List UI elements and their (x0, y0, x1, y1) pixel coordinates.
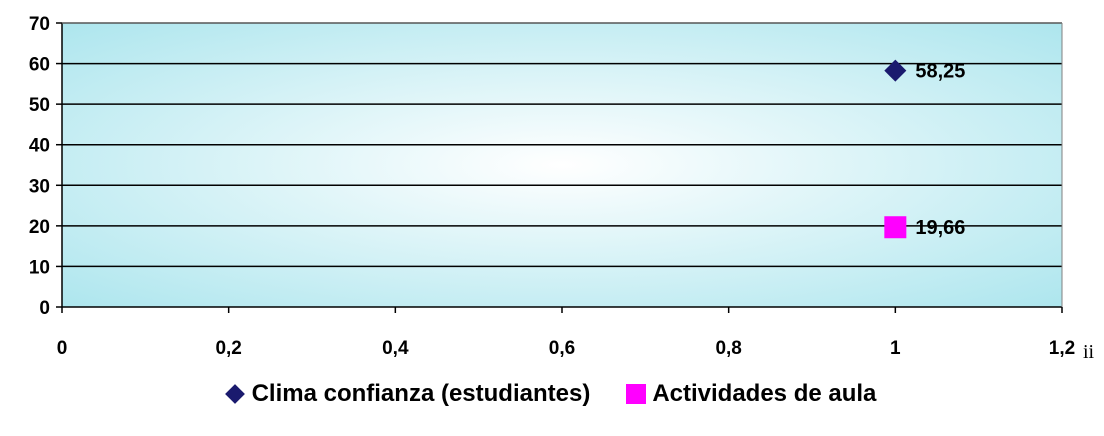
square-marker-icon (626, 384, 647, 404)
x-tick-label: 0,4 (382, 338, 409, 359)
footnote-marker: ii (1083, 341, 1095, 363)
legend-label-series-2: Actividades de aula (652, 380, 877, 407)
data-point-series-2 (884, 216, 907, 239)
legend: Clima confianza (estudiantes) Actividade… (0, 374, 1104, 414)
x-tick-label: 0,2 (215, 338, 241, 359)
legend-item-series-1: Clima confianza (estudiantes) (224, 380, 591, 408)
data-marks: 58,25 19,66 (884, 59, 965, 239)
data-point-series-1 (884, 59, 907, 82)
data-label-series-1: 58,25 (915, 61, 965, 83)
x-tick-label: 0,8 (715, 338, 741, 359)
legend-label-series-1: Clima confianza (estudiantes) (251, 380, 591, 407)
x-tick-label: 0 (57, 338, 68, 359)
chart-area: 0 10 20 30 40 50 60 70 0 0,2 0,4 0,6 0,8 1 1,2 58,25 19… (29, 14, 1095, 363)
y-tick-label: 60 (29, 55, 50, 76)
x-tick-label: 1 (890, 338, 901, 359)
plot-background (62, 23, 1062, 307)
x-tick-label: 1,2 (1049, 338, 1075, 359)
data-label-series-2: 19,66 (915, 217, 965, 239)
y-tick-label: 30 (29, 176, 50, 197)
legend-item-series-2: Actividades de aula (626, 380, 876, 408)
x-tick-label: 0,6 (549, 338, 575, 359)
axes: 0 10 20 30 40 50 60 70 0 0,2 0,4 0,6 0,8 1 1,2 (29, 14, 1075, 359)
y-tick-label: 0 (39, 298, 50, 319)
y-tick-label: 70 (29, 14, 50, 35)
diamond-marker-icon (224, 384, 245, 404)
y-tick-label: 50 (29, 95, 50, 116)
y-tick-label: 10 (29, 257, 50, 278)
y-tick-label: 20 (29, 217, 50, 238)
y-tick-label: 40 (29, 136, 50, 157)
